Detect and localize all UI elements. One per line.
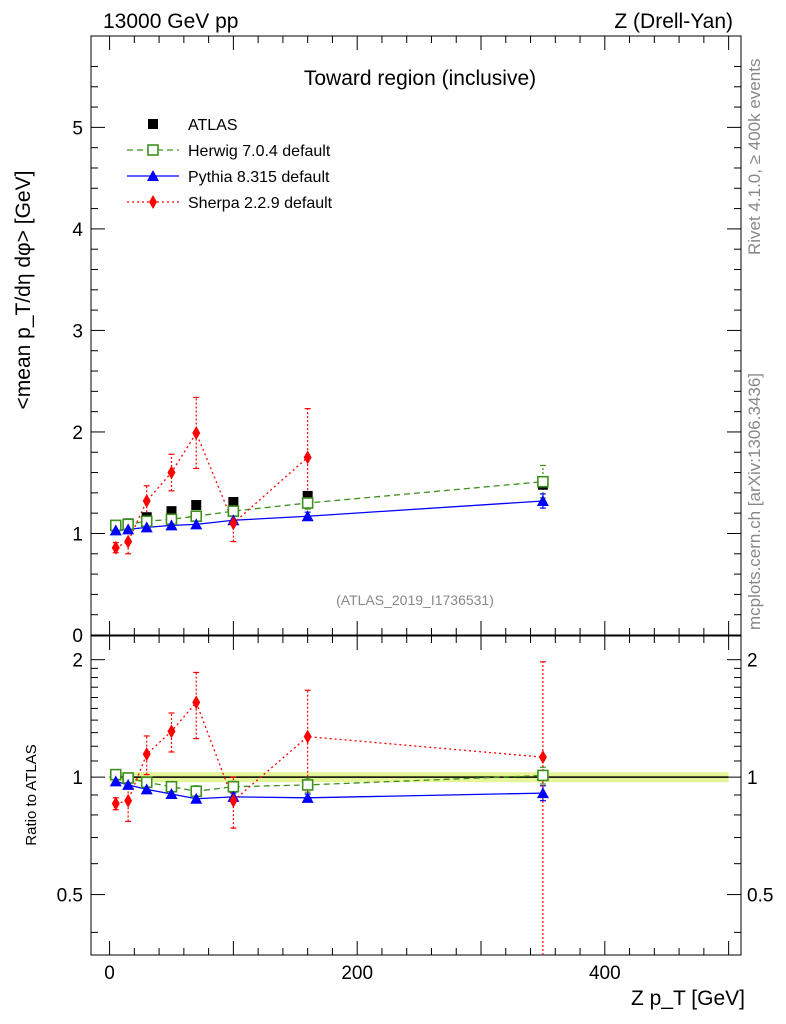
x-tick-label: 0	[104, 963, 115, 984]
pythia-point	[301, 510, 314, 522]
legend-marker	[147, 170, 159, 181]
herwig-point	[227, 780, 240, 793]
legend-label: Herwig 7.0.4 default	[188, 143, 331, 160]
analysis-tag: (ATLAS_2019_I1736531)	[336, 592, 494, 608]
pythia-point	[536, 787, 549, 799]
main-axis-ticks: 0 1 2 3 4 5	[72, 36, 741, 647]
main-ylabel: <mean p_T/dη dφ> [GeV]	[12, 171, 35, 410]
main-frame	[90, 35, 742, 636]
sherpa-point	[192, 425, 201, 440]
herwig-point	[537, 475, 549, 488]
mcplots-label: mcplots.cern.ch [arXiv:1306.3436]	[745, 373, 764, 630]
ratio-panel: Ratio to ATLAS Z p_T [GeV] 0.5 0.5 1 1 2 2 0 20…	[23, 635, 773, 1010]
energy-label: 13000 GeV pp	[103, 10, 238, 33]
sherpa-point	[142, 493, 151, 508]
pythia-point	[190, 792, 203, 804]
herwig-point	[537, 769, 549, 782]
y-tick-label: 2	[72, 423, 83, 444]
sherpa-point	[538, 750, 547, 765]
ratio-y-tick-label-right: 2	[747, 651, 758, 672]
series-line	[115, 773, 543, 792]
ratio-y-tick-label: 1	[72, 768, 83, 789]
pythia-point	[140, 521, 153, 533]
sherpa-point	[303, 729, 312, 744]
y-tick-label: 4	[72, 220, 83, 241]
herwig-point	[301, 497, 314, 509]
ratio-axis-ticks: 0.5 0.5 1 1 2 2 0 200 400	[57, 636, 773, 984]
legend-marker	[148, 119, 158, 129]
y-tick-label: 5	[72, 118, 83, 139]
rivet-label: Rivet 4.1.0, ≥ 400k events	[745, 59, 764, 255]
pythia-point	[122, 523, 135, 535]
legend-label: Pythia 8.315 default	[188, 169, 330, 186]
sherpa-point	[111, 540, 120, 555]
atlas-point	[302, 490, 313, 501]
ratio-ylabel: Ratio to ATLAS	[23, 744, 40, 845]
sherpa-point	[229, 516, 238, 531]
series-line	[115, 701, 543, 805]
legend: ATLAS Herwig 7.0.4 default Pythia 8.315 de…	[127, 117, 333, 212]
atlas-point	[191, 500, 202, 511]
legend-marker	[147, 144, 159, 156]
y-tick-label: 0	[72, 626, 83, 647]
ratio-y-tick-label: 2	[72, 651, 83, 672]
pythia-point	[301, 791, 314, 803]
legend-marker	[149, 195, 157, 209]
ratio-y-tick-label-right: 1	[747, 768, 758, 789]
sherpa-point	[192, 695, 201, 710]
y-tick-label: 3	[72, 321, 83, 342]
pythia-point	[165, 788, 178, 800]
pythia-point	[109, 775, 122, 787]
sherpa-point	[229, 793, 238, 808]
ratio-series	[109, 661, 729, 955]
sherpa-point	[167, 465, 176, 480]
process-label: Z (Drell-Yan)	[614, 10, 733, 33]
series-line	[115, 500, 543, 532]
main-title: Toward region (inclusive)	[304, 67, 536, 90]
ratio-y-tick-label-right: 0.5	[747, 886, 773, 907]
pythia-point	[109, 524, 122, 536]
sherpa-point	[303, 450, 312, 465]
x-tick-label: 400	[589, 963, 621, 984]
series-line	[115, 481, 543, 527]
ratio-y-tick-label: 0.5	[57, 886, 83, 907]
sherpa-point	[142, 747, 151, 762]
pythia-point	[140, 783, 153, 795]
herwig-point	[301, 779, 314, 791]
main-series	[109, 396, 549, 555]
sherpa-point	[111, 796, 120, 811]
main-panel: Toward region (inclusive) (ATLAS_2019_I1…	[12, 35, 742, 647]
x-tick-label: 200	[341, 963, 373, 984]
pythia-point	[536, 494, 549, 506]
atlas-point	[166, 506, 177, 517]
y-tick-label: 1	[72, 524, 83, 545]
pythia-point	[190, 518, 203, 530]
pythia-point	[122, 778, 135, 790]
legend-label: Sherpa 2.2.9 default	[188, 195, 333, 212]
sherpa-point	[124, 793, 133, 808]
pythia-point	[165, 519, 178, 531]
ratio-frame	[90, 635, 742, 956]
sherpa-point	[124, 534, 133, 549]
x-axis-label: Z p_T [GeV]	[631, 987, 745, 1010]
atlas-point	[228, 497, 239, 508]
legend-label: ATLAS	[188, 117, 238, 134]
sherpa-point	[167, 724, 176, 739]
